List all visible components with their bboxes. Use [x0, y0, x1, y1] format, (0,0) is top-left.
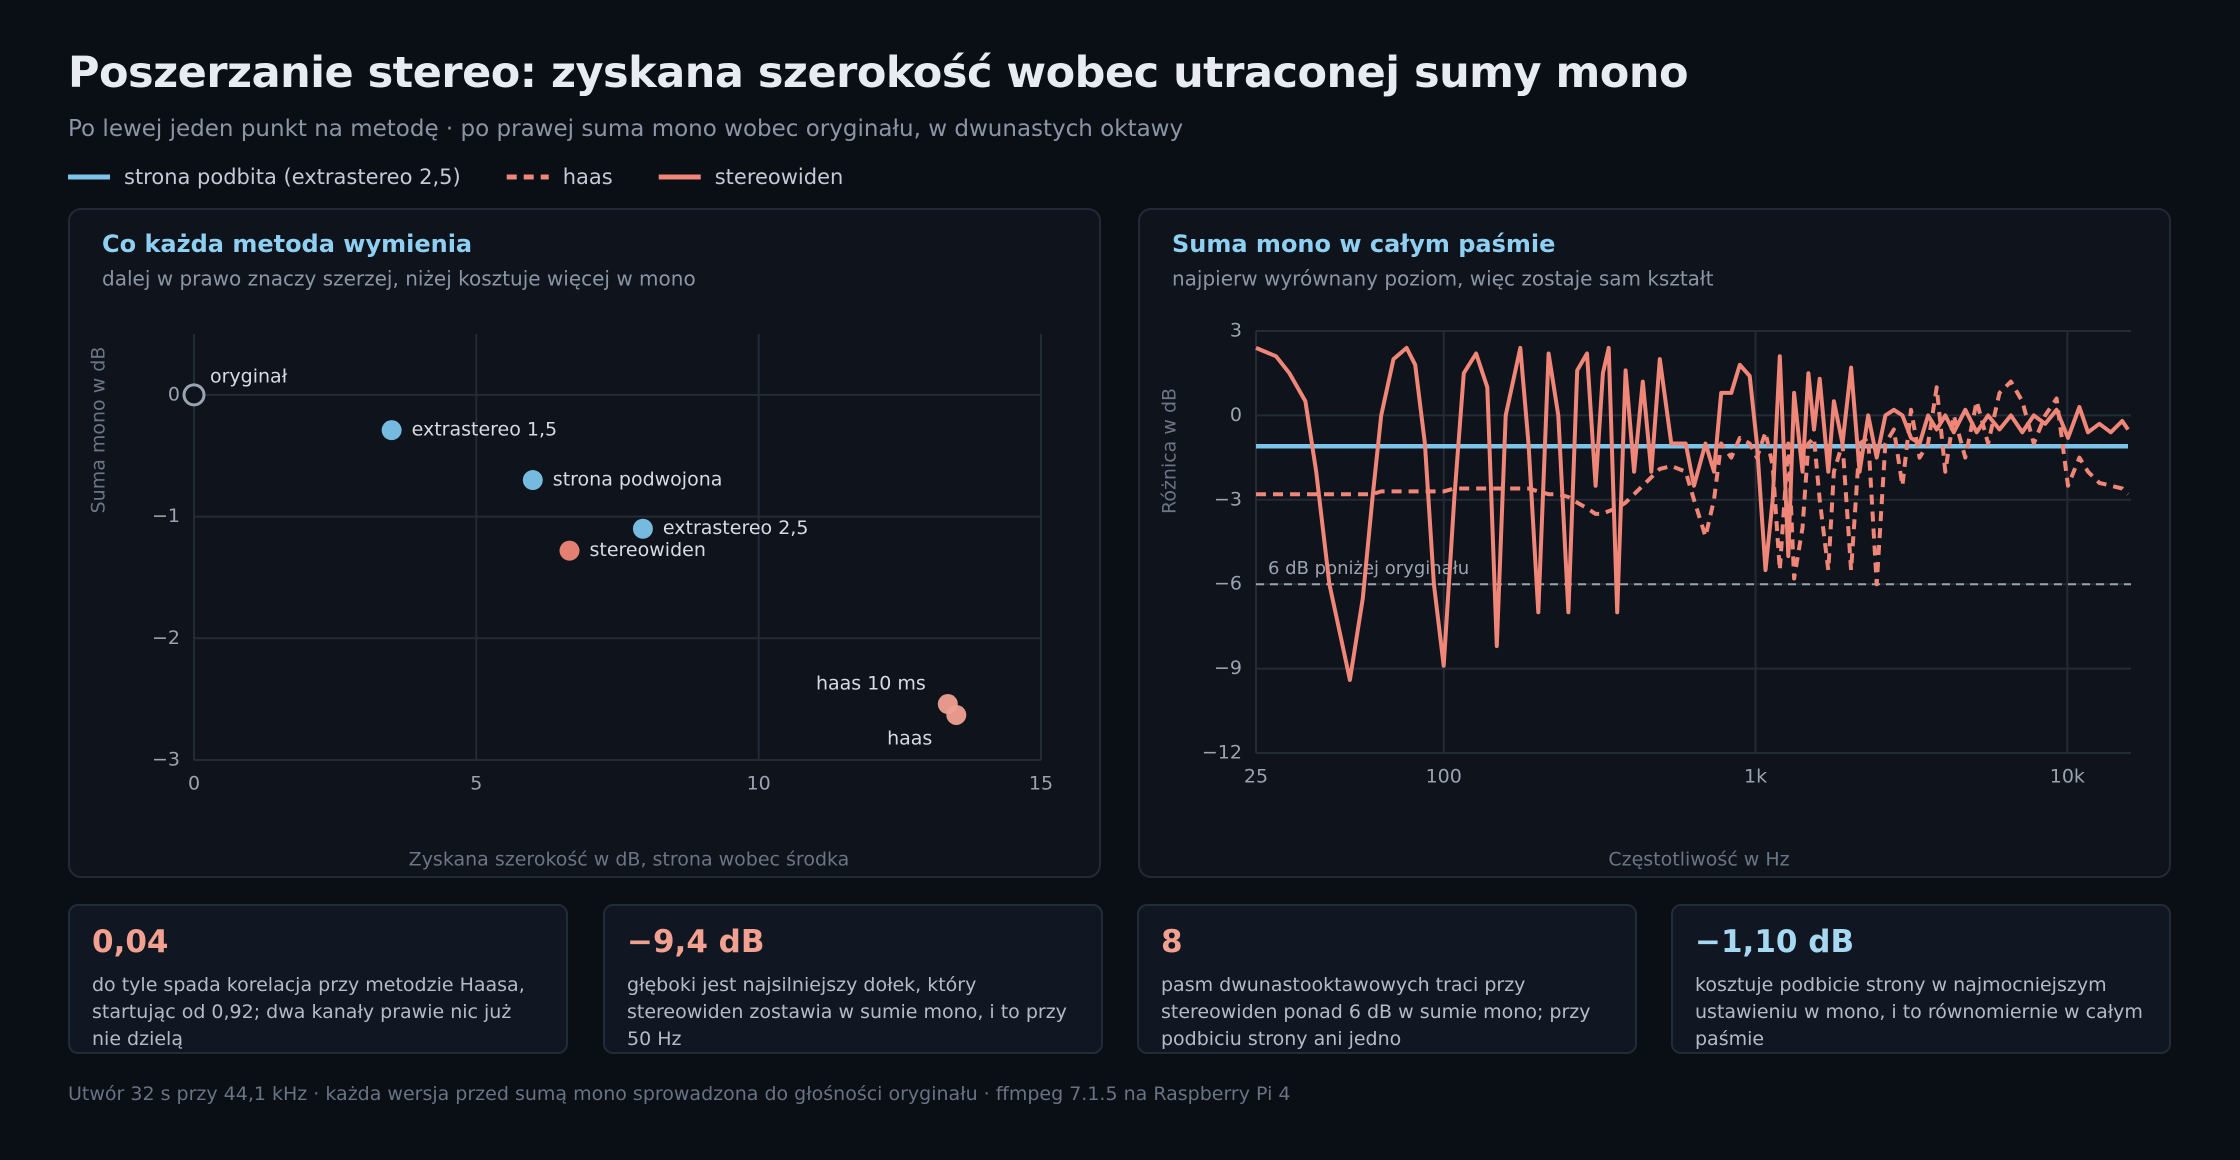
point-label: stereowiden: [590, 539, 706, 561]
y-tick-label: −9: [1214, 657, 1242, 679]
stat-text: do tyle spada korelacja przy metodzie Ha…: [92, 974, 525, 1050]
legend: strona podbita (extrastereo 2,5) haas ster…: [68, 165, 844, 189]
legend-label: stereowiden: [715, 165, 844, 189]
stat-card: 0,04 do tyle spada korelacja przy metodzi…: [68, 904, 568, 1054]
footer: Utwór 32 s przy 44,1 kHz · każda wersja …: [68, 1083, 1291, 1105]
point: [522, 470, 543, 491]
stat-card: −9,4 dB głęboki jest najsilniejszy dołek,…: [603, 904, 1103, 1054]
x-tick-label: 10k: [2050, 766, 2085, 788]
y-tick-label: −1: [152, 505, 180, 527]
x-tick-label: 100: [1426, 766, 1462, 788]
point-label: strona podwojona: [553, 469, 723, 491]
point-label: haas 10 ms: [816, 673, 926, 695]
y-tick-label: 0: [1230, 404, 1242, 426]
stat-text: głęboki jest najsilniejszy dołek, który …: [627, 974, 1067, 1050]
page-title: Poszerzanie stereo: zyskana szerokość wo…: [68, 48, 1689, 98]
stat-value: 8: [1161, 924, 1183, 960]
stat-card: −1,10 dB kosztuje podbicie strony w najmo…: [1671, 904, 2171, 1054]
panel: [68, 208, 1101, 878]
panel: [1138, 208, 2171, 878]
x-tick-label: 25: [1244, 766, 1268, 788]
point-label: extrastereo 2,5: [663, 517, 809, 539]
stat-value: 0,04: [92, 924, 169, 960]
point-label: extrastereo 1,5: [412, 419, 558, 441]
x-tick-label: 15: [1029, 773, 1053, 795]
y-tick-label: −6: [1214, 573, 1242, 595]
stat-value: −9,4 dB: [627, 924, 765, 960]
series-line: [1255, 345, 2130, 682]
page-subtitle: Po lewej jeden punkt na metodę · po praw…: [68, 116, 1184, 142]
stat-value: −1,10 dB: [1695, 924, 1855, 960]
y-tick-label: −12: [1202, 742, 1242, 764]
y-tick-label: −3: [1214, 488, 1242, 510]
y-axis-label: Różnica w dB: [1159, 388, 1181, 514]
x-tick-label: 5: [470, 773, 482, 795]
y-tick-label: −3: [152, 749, 180, 771]
point: [381, 420, 402, 441]
series-line: [1256, 379, 2130, 587]
x-axis-label: Zyskana szerokość w dB, strona wobec śro…: [409, 849, 850, 871]
legend-label: haas: [563, 165, 613, 189]
legend-label: strona podbita (extrastereo 2,5): [124, 165, 461, 189]
chart-subtitle: najpierw wyrównany poziom, więc zostaje …: [1172, 267, 1714, 291]
y-tick-label: 3: [1230, 320, 1242, 342]
y-axis-label: Suma mono w dB: [88, 347, 110, 514]
x-tick-label: 10: [747, 773, 771, 795]
x-tick-label: 1k: [1744, 766, 1767, 788]
point: [182, 383, 206, 407]
point: [559, 540, 580, 561]
point-label: oryginał: [210, 365, 288, 387]
point: [946, 704, 967, 725]
reference-label: 6 dB poniżej oryginału: [1268, 558, 1469, 579]
chart-title: Co każda metoda wymienia: [102, 230, 472, 258]
y-tick-label: 0: [168, 383, 180, 405]
x-tick-label: 0: [188, 773, 200, 795]
point: [632, 518, 653, 539]
point-label: haas: [887, 727, 932, 749]
charts: Co każda metoda wymienia dalej w prawo zn…: [68, 208, 2171, 878]
chart-subtitle: dalej w prawo znaczy szerzej, niżej kosz…: [102, 267, 696, 291]
stat-card: 8 pasm dwunastooktawowych traci przy ster…: [1137, 904, 1637, 1054]
x-axis-label: Częstotliwość w Hz: [1608, 849, 1789, 871]
stat-text: pasm dwunastooktawowych traci przy stere…: [1161, 974, 1591, 1050]
y-tick-label: −2: [152, 627, 180, 649]
chart-title: Suma mono w całym paśmie: [1172, 230, 1555, 258]
stat-text: kosztuje podbicie strony w najmocniejszy…: [1695, 974, 2143, 1050]
